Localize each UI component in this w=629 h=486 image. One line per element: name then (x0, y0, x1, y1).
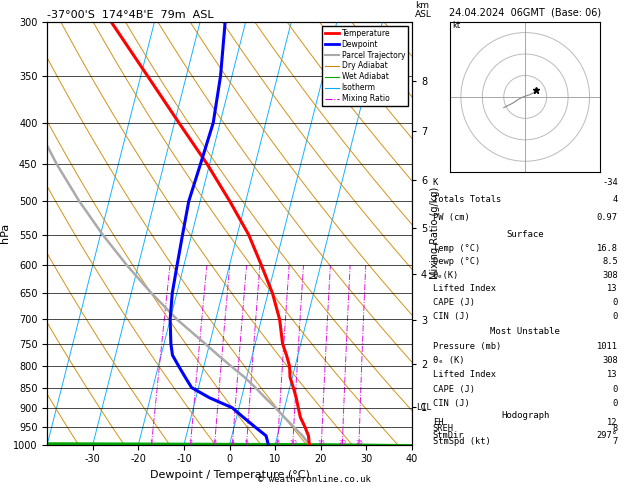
Text: 308: 308 (602, 356, 618, 365)
Text: Temp (°C): Temp (°C) (433, 243, 480, 253)
Text: 5: 5 (245, 440, 248, 445)
Text: Lifted Index: Lifted Index (433, 370, 496, 380)
Text: 297°: 297° (597, 431, 618, 439)
Text: 308: 308 (602, 271, 618, 280)
Text: 7: 7 (613, 437, 618, 446)
Text: km
ASL: km ASL (415, 1, 432, 19)
Text: 1: 1 (150, 440, 153, 445)
Text: Surface: Surface (506, 230, 544, 239)
Text: 0: 0 (613, 312, 618, 321)
Y-axis label: hPa: hPa (0, 223, 10, 243)
Legend: Temperature, Dewpoint, Parcel Trajectory, Dry Adiabat, Wet Adiabat, Isotherm, Mi: Temperature, Dewpoint, Parcel Trajectory… (322, 26, 408, 106)
Text: Lifted Index: Lifted Index (433, 284, 496, 294)
Text: 0.97: 0.97 (597, 213, 618, 222)
Text: 0: 0 (613, 399, 618, 408)
Text: 3: 3 (213, 440, 216, 445)
Text: SREH: SREH (433, 424, 454, 433)
Text: Dewp (°C): Dewp (°C) (433, 257, 480, 266)
Text: 4: 4 (613, 195, 618, 204)
Y-axis label: Mixing Ratio (g/kg): Mixing Ratio (g/kg) (430, 187, 440, 279)
Text: 8: 8 (613, 424, 618, 433)
Text: -37°00'S  174°4B'E  79m  ASL: -37°00'S 174°4B'E 79m ASL (47, 10, 214, 20)
Text: 16.8: 16.8 (597, 243, 618, 253)
Text: CAPE (J): CAPE (J) (433, 298, 475, 307)
Text: 4: 4 (230, 440, 235, 445)
Text: 12: 12 (608, 417, 618, 427)
Text: Totals Totals: Totals Totals (433, 195, 501, 204)
Text: 15: 15 (318, 440, 325, 445)
Text: CIN (J): CIN (J) (433, 399, 469, 408)
Text: Pressure (mb): Pressure (mb) (433, 342, 501, 350)
Text: θₑ (K): θₑ (K) (433, 356, 464, 365)
Text: PW (cm): PW (cm) (433, 213, 469, 222)
Text: 13: 13 (608, 284, 618, 294)
Text: kt: kt (452, 21, 460, 30)
Text: EH: EH (433, 417, 443, 427)
Text: 13: 13 (608, 370, 618, 380)
Text: CAPE (J): CAPE (J) (433, 385, 475, 394)
Text: LCL: LCL (416, 403, 431, 412)
Text: θₑ(K): θₑ(K) (433, 271, 459, 280)
Text: 0: 0 (613, 298, 618, 307)
Text: 10: 10 (289, 440, 297, 445)
Text: StmDir: StmDir (433, 431, 464, 439)
Text: 8.5: 8.5 (602, 257, 618, 266)
Text: 24.04.2024  06GMT  (Base: 06): 24.04.2024 06GMT (Base: 06) (449, 7, 601, 17)
Text: K: K (433, 178, 438, 187)
Text: StmSpd (kt): StmSpd (kt) (433, 437, 491, 446)
Text: 1011: 1011 (597, 342, 618, 350)
Text: 2: 2 (189, 440, 192, 445)
Text: Hodograph: Hodograph (501, 411, 549, 420)
Text: 20: 20 (338, 440, 346, 445)
Text: 25: 25 (355, 440, 363, 445)
Text: CIN (J): CIN (J) (433, 312, 469, 321)
Text: © weatheronline.co.uk: © weatheronline.co.uk (258, 474, 371, 484)
Text: -34: -34 (602, 178, 618, 187)
Text: 0: 0 (613, 385, 618, 394)
Text: 8: 8 (276, 440, 279, 445)
X-axis label: Dewpoint / Temperature (°C): Dewpoint / Temperature (°C) (150, 470, 309, 480)
Text: Most Unstable: Most Unstable (490, 327, 560, 336)
